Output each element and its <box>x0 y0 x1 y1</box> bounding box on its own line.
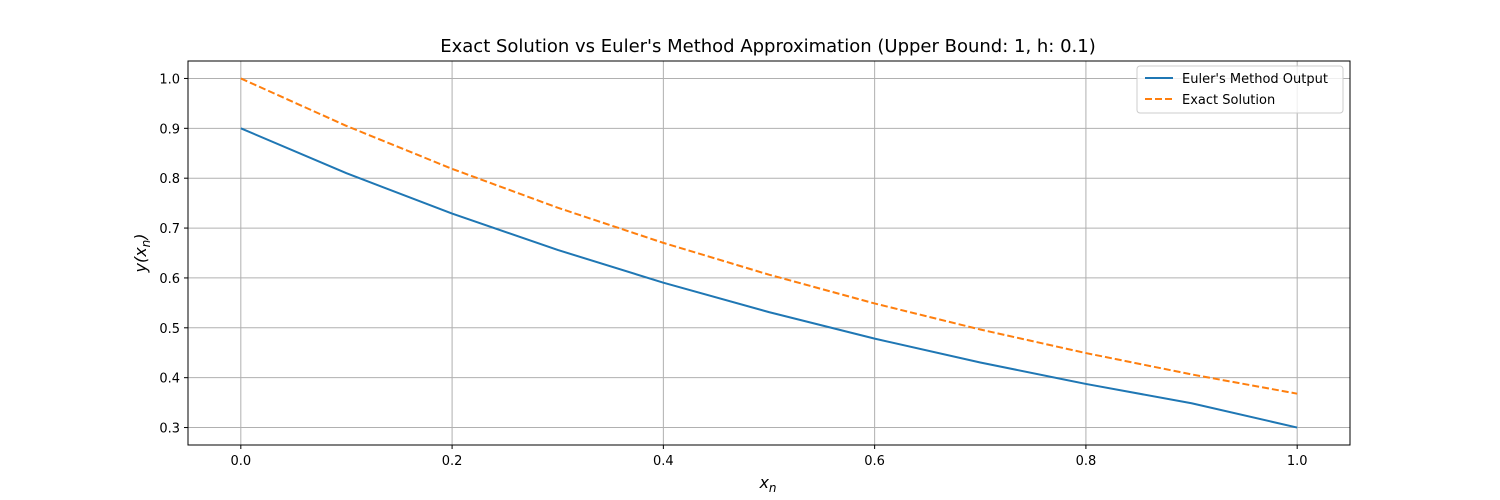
legend: Euler's Method Output Exact Solution <box>1136 65 1344 114</box>
plot-frame <box>187 60 1351 446</box>
x-axis-label: xn <box>758 473 776 495</box>
x-tick-label: 0.4 <box>653 454 674 469</box>
chart-title: Exact Solution vs Euler's Method Approxi… <box>440 36 1096 57</box>
exact-solution-line <box>240 77 1298 395</box>
y-axis-label: y(xn) <box>131 233 153 273</box>
x-axis-label-subscript: n <box>769 481 777 495</box>
y-tick-label: 0.7 <box>159 222 180 237</box>
y-axis-label-close: ) <box>131 233 150 240</box>
grid-layer <box>188 61 1350 445</box>
y-tick-label: 1.0 <box>159 72 180 87</box>
y-tick-label: 0.3 <box>159 422 180 437</box>
legend-box <box>1136 65 1344 114</box>
tick-layer: 0.0 0.2 0.4 0.6 0.8 1.0 0.3 0.4 0.5 0.6 0.7 0.8 0.9 1… <box>159 72 1307 469</box>
y-tick-label: 0.9 <box>159 122 180 137</box>
legend-label-exact: Exact Solution <box>1182 93 1275 108</box>
x-tick-label: 0.6 <box>864 454 885 469</box>
y-axis-label-subscript: n <box>139 240 153 248</box>
legend-label-euler: Euler's Method Output <box>1182 72 1328 87</box>
y-tick-label: 0.8 <box>159 172 180 187</box>
x-axis-label-base: x <box>758 473 769 492</box>
euler-method-line <box>240 127 1298 429</box>
x-tick-label: 0.8 <box>1076 454 1097 469</box>
y-tick-label: 0.5 <box>159 322 180 337</box>
series-layer <box>240 77 1298 429</box>
y-tick-label: 0.4 <box>159 372 180 387</box>
x-tick-label: 0.2 <box>442 454 463 469</box>
y-tick-label: 0.6 <box>159 272 180 287</box>
x-tick-label: 0.0 <box>230 454 251 469</box>
y-axis-label-base: y(x <box>131 247 150 274</box>
x-tick-label: 1.0 <box>1287 454 1308 469</box>
